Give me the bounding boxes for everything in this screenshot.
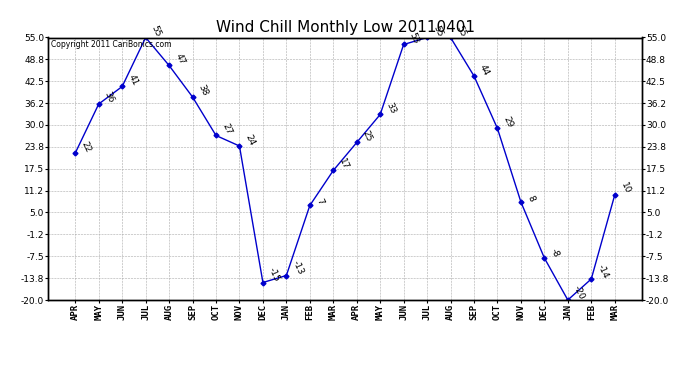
Text: 38: 38 <box>197 83 210 98</box>
Text: 8: 8 <box>525 194 535 202</box>
Text: 55: 55 <box>150 24 163 38</box>
Text: 44: 44 <box>478 63 491 76</box>
Text: Copyright 2011 CariBonics.com: Copyright 2011 CariBonics.com <box>51 40 172 49</box>
Text: -13: -13 <box>290 259 305 276</box>
Text: 7: 7 <box>314 197 324 206</box>
Text: 10: 10 <box>619 182 632 196</box>
Text: 27: 27 <box>220 122 233 136</box>
Text: 25: 25 <box>361 129 374 143</box>
Text: 29: 29 <box>502 115 515 129</box>
Text: 33: 33 <box>384 101 397 115</box>
Text: 47: 47 <box>173 52 186 66</box>
Text: -8: -8 <box>549 247 560 259</box>
Text: 53: 53 <box>408 31 421 45</box>
Text: -20: -20 <box>572 284 586 301</box>
Text: 17: 17 <box>337 157 351 171</box>
Text: 24: 24 <box>244 133 257 147</box>
Text: -14: -14 <box>595 262 610 280</box>
Text: 55: 55 <box>431 24 444 38</box>
Text: -15: -15 <box>267 266 282 283</box>
Text: 55: 55 <box>455 24 468 38</box>
Text: 41: 41 <box>126 73 139 87</box>
Text: 36: 36 <box>103 90 116 105</box>
Text: 22: 22 <box>79 140 92 154</box>
Title: Wind Chill Monthly Low 20110401: Wind Chill Monthly Low 20110401 <box>215 20 475 35</box>
